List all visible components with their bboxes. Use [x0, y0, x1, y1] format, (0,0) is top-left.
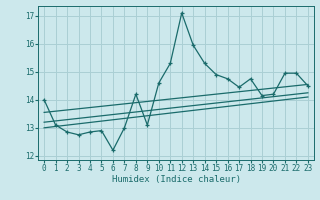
- X-axis label: Humidex (Indice chaleur): Humidex (Indice chaleur): [111, 175, 241, 184]
